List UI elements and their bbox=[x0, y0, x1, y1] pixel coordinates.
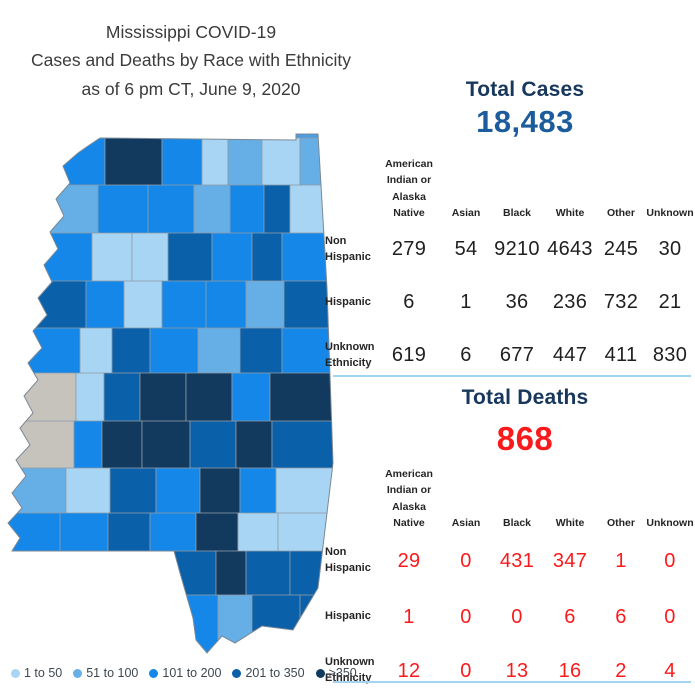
mississippi-county-choropleth-map[interactable] bbox=[0, 123, 345, 671]
deaths-col-other: Other bbox=[606, 516, 635, 529]
deaths-row-unknown-ethnicity[interactable]: Unknown Ethnicity 12 0 13 16 2 4 bbox=[325, 645, 695, 697]
cell-value: 21 bbox=[658, 291, 682, 314]
cell-value: 0 bbox=[664, 549, 676, 572]
cell-value: 0 bbox=[460, 605, 472, 628]
cell-value: 1 bbox=[403, 605, 415, 628]
cases-table: American Indian or Alaska Native Asian B… bbox=[325, 156, 695, 382]
title-line-1: Mississippi COVID-19 bbox=[105, 22, 277, 42]
cell-value: 54 bbox=[454, 238, 478, 261]
cell-value: 0 bbox=[511, 605, 523, 628]
total-deaths-heading: Total Deaths bbox=[461, 386, 589, 409]
deaths-col-asian: Asian bbox=[451, 516, 481, 529]
row-label: Hispanic bbox=[325, 295, 371, 308]
cell-value: 0 bbox=[460, 549, 472, 572]
cases-col-white: White bbox=[555, 206, 585, 219]
cell-value: 4 bbox=[664, 659, 676, 682]
cases-row-non-hispanic[interactable]: Non Hispanic 279 54 9210 4643 245 30 bbox=[325, 223, 695, 276]
legend-dot-icon bbox=[73, 668, 83, 678]
cell-value: 13 bbox=[505, 659, 529, 682]
cell-value: 347 bbox=[552, 549, 588, 572]
legend-label: 201 to 350 bbox=[245, 666, 305, 680]
cell-value: 6 bbox=[564, 605, 576, 628]
legend-label: 101 to 200 bbox=[162, 666, 222, 680]
row-label: Non Hispanic bbox=[325, 234, 371, 263]
legend-label: 1 to 50 bbox=[24, 666, 63, 680]
cell-value: 36 bbox=[505, 291, 529, 314]
legend-dot-icon bbox=[232, 668, 242, 678]
deaths-col-white: White bbox=[555, 516, 585, 529]
cell-value: 279 bbox=[391, 238, 427, 261]
row-label: Hispanic bbox=[325, 610, 371, 623]
cell-value: 2 bbox=[615, 659, 627, 682]
legend-item-101-to-200[interactable]: 101 to 200 bbox=[149, 666, 221, 680]
cell-value: 447 bbox=[552, 344, 588, 367]
deaths-col-black: Black bbox=[502, 516, 532, 529]
legend-item-201-to-350[interactable]: 201 to 350 bbox=[232, 666, 305, 680]
cell-value: 9210 bbox=[494, 238, 540, 261]
cell-value: 619 bbox=[391, 344, 427, 367]
cell-value: 6 bbox=[403, 291, 415, 314]
map-legend: 1 to 50 51 to 100 101 to 200 201 to 350 … bbox=[11, 666, 357, 680]
cell-value: 12 bbox=[397, 659, 421, 682]
legend-item-51-to-100[interactable]: 51 to 100 bbox=[73, 666, 138, 680]
legend-dot-icon bbox=[315, 668, 325, 678]
legend-dot-icon bbox=[11, 668, 20, 678]
cases-col-other: Other bbox=[606, 206, 635, 219]
deaths-row-non-hispanic[interactable]: Non Hispanic 29 0 431 347 1 0 bbox=[325, 533, 695, 589]
cases-col-asian: Asian bbox=[451, 206, 481, 219]
row-label: Unknown Ethnicity bbox=[325, 340, 375, 369]
legend-label: 51 to 100 bbox=[86, 666, 139, 680]
cell-value: 16 bbox=[558, 659, 582, 682]
cell-value: 411 bbox=[604, 344, 638, 367]
cases-table-header: American Indian or Alaska Native Asian B… bbox=[325, 156, 695, 223]
cases-col-unknown: Unknown bbox=[646, 206, 694, 219]
cases-col-black: Black bbox=[502, 206, 532, 219]
deaths-table-divider bbox=[333, 681, 691, 683]
title-line-2: Cases and Deaths by Race with Ethnicity bbox=[30, 50, 352, 71]
legend-item-1-to-50[interactable]: 1 to 50 bbox=[11, 666, 62, 680]
legend-item-gt-350[interactable]: >350 bbox=[315, 666, 357, 680]
deaths-col-unknown: Unknown bbox=[646, 516, 694, 529]
total-cases-value: 18,483 bbox=[476, 104, 574, 139]
cases-table-divider bbox=[333, 375, 691, 377]
cell-value: 29 bbox=[397, 549, 421, 572]
cell-value: 732 bbox=[603, 291, 639, 314]
cell-value: 236 bbox=[552, 291, 588, 314]
cell-value: 431 bbox=[499, 549, 535, 572]
cell-value: 30 bbox=[658, 238, 682, 261]
cell-value: 0 bbox=[664, 605, 676, 628]
cases-row-hispanic[interactable]: Hispanic 6 1 36 236 732 21 bbox=[325, 276, 695, 329]
legend-dot-icon bbox=[149, 668, 159, 678]
cell-value: 245 bbox=[603, 238, 639, 261]
cell-value: 1 bbox=[615, 549, 627, 572]
state-outline bbox=[7, 133, 334, 654]
total-deaths-value: 868 bbox=[496, 420, 554, 457]
cell-value: 6 bbox=[460, 344, 472, 367]
total-cases-heading: Total Cases bbox=[465, 78, 585, 101]
deaths-table: American Indian or Alaska Native Asian B… bbox=[325, 466, 695, 697]
title-line-3: as of 6 pm CT, June 9, 2020 bbox=[81, 78, 301, 99]
cell-value: 830 bbox=[652, 344, 688, 367]
legend-label: >350 bbox=[328, 666, 357, 680]
cell-value: 1 bbox=[460, 291, 472, 314]
cell-value: 0 bbox=[460, 659, 472, 682]
cell-value: 4643 bbox=[547, 238, 593, 261]
cell-value: 677 bbox=[499, 344, 535, 367]
cases-row-unknown-ethnicity[interactable]: Unknown Ethnicity 619 6 677 447 411 830 bbox=[325, 329, 695, 382]
dashboard-title: Mississippi COVID-19 Cases and Deaths by… bbox=[0, 18, 382, 103]
cell-value: 6 bbox=[615, 605, 627, 628]
row-label: Non Hispanic bbox=[325, 546, 371, 575]
cases-col-american-indian: American Indian or Alaska Native bbox=[385, 158, 433, 219]
county-layer bbox=[8, 134, 333, 653]
deaths-table-header: American Indian or Alaska Native Asian B… bbox=[325, 466, 695, 533]
deaths-row-hispanic[interactable]: Hispanic 1 0 0 6 6 0 bbox=[325, 589, 695, 645]
deaths-col-american-indian: American Indian or Alaska Native bbox=[385, 468, 433, 529]
